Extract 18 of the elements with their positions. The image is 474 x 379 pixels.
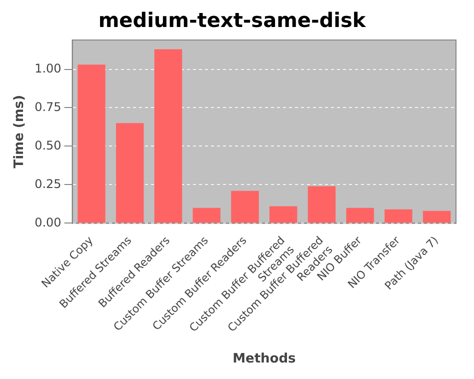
y-axis-title: Time (ms) xyxy=(12,94,28,168)
y-tick-label: 0.75 xyxy=(34,100,62,114)
bar xyxy=(422,210,451,223)
bar xyxy=(346,208,374,223)
y-tick-label: 0.50 xyxy=(34,138,62,152)
bar xyxy=(384,209,412,223)
bar xyxy=(269,206,298,223)
y-tick-label: 0.25 xyxy=(34,176,62,191)
chart-title: medium-text-same-disk xyxy=(98,8,366,32)
y-tick-label: 0.00 xyxy=(34,215,62,230)
y-tick-label: 1.00 xyxy=(34,61,62,76)
bar xyxy=(231,190,259,223)
bar xyxy=(78,64,106,223)
bar xyxy=(116,123,144,223)
bar xyxy=(154,49,182,223)
x-axis-title: Methods xyxy=(232,352,296,367)
bar xyxy=(308,186,336,223)
bar xyxy=(192,208,220,223)
